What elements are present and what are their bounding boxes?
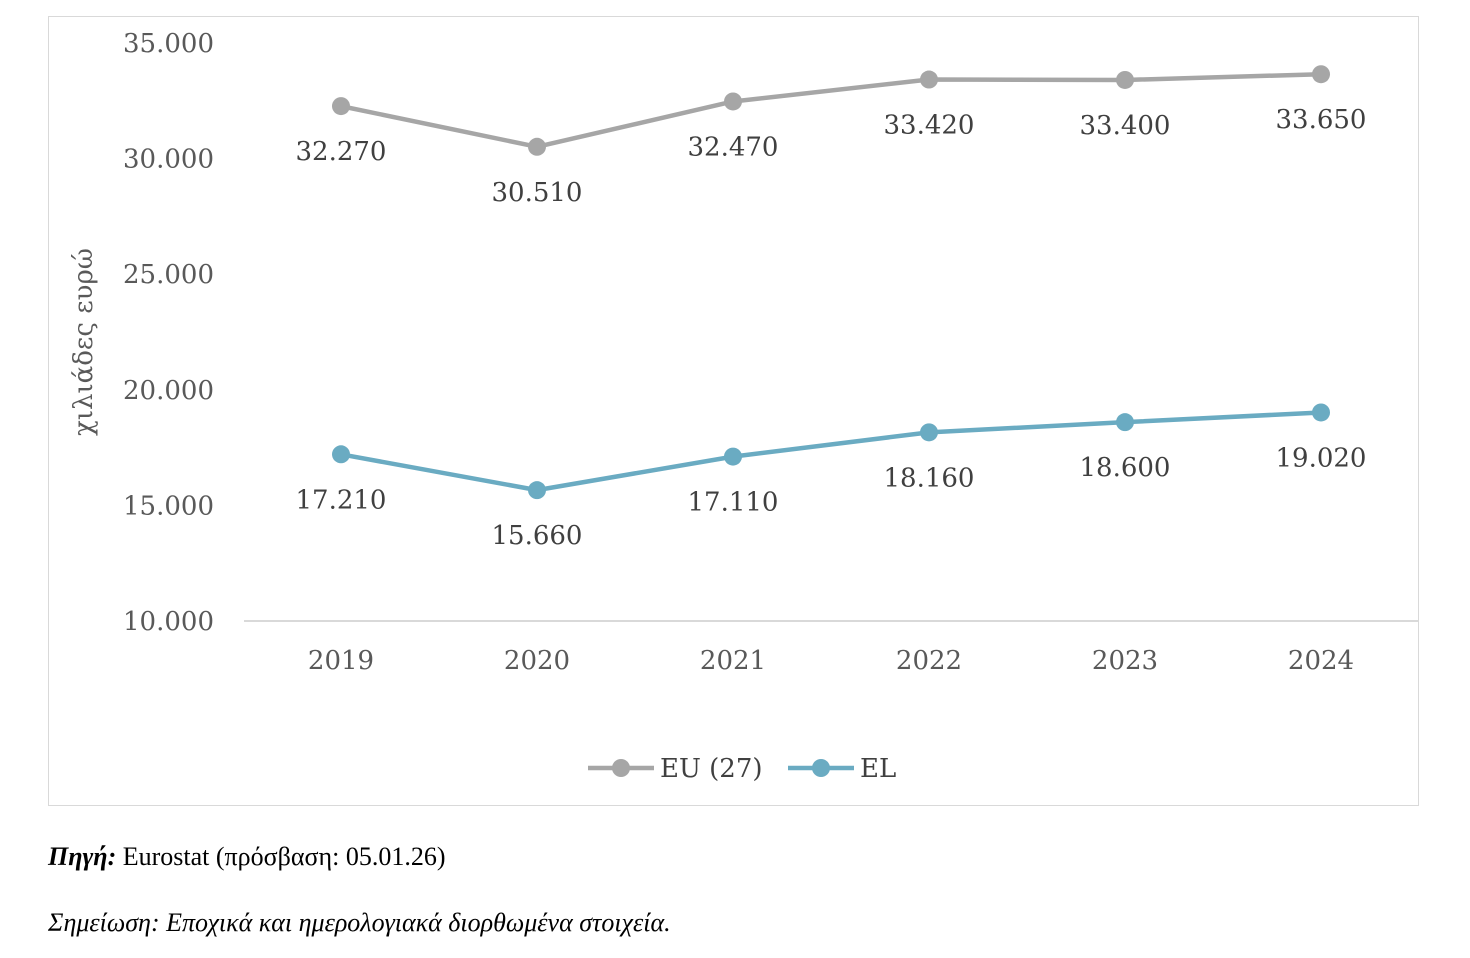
x-tick-label: 2021 bbox=[700, 646, 766, 676]
series-1: 17.210 15.660 17.110 18.160 18.600 19.020 bbox=[296, 403, 1367, 551]
data-point bbox=[1116, 413, 1134, 432]
data-point bbox=[724, 92, 742, 111]
data-point bbox=[1312, 65, 1330, 84]
legend-label: EL bbox=[860, 754, 896, 784]
x-tick-label: 2022 bbox=[896, 646, 962, 676]
x-tick-label: 2019 bbox=[308, 646, 374, 676]
data-label: 17.210 bbox=[296, 485, 387, 515]
data-label: 33.400 bbox=[1080, 111, 1171, 141]
data-label: 17.110 bbox=[688, 488, 779, 518]
data-label: 32.270 bbox=[296, 137, 387, 167]
data-point bbox=[1116, 70, 1134, 89]
data-point bbox=[332, 97, 350, 116]
y-axis-label: χιλιάδες ευρώ bbox=[69, 248, 99, 436]
y-tick-label: 10.000 bbox=[123, 607, 214, 637]
data-label: 15.660 bbox=[492, 521, 583, 551]
data-label: 33.420 bbox=[884, 111, 975, 141]
y-tick-label: 15.000 bbox=[123, 491, 214, 521]
y-tick-label: 35.000 bbox=[123, 29, 214, 59]
chart-frame bbox=[48, 16, 1419, 806]
data-point bbox=[528, 137, 546, 156]
data-label: 19.020 bbox=[1276, 443, 1367, 473]
source-text: Eurostat (πρόσβαση: 05.01.26) bbox=[122, 842, 446, 871]
source-label: Πηγή: bbox=[48, 842, 117, 871]
data-label: 18.600 bbox=[1080, 453, 1171, 483]
data-label: 18.160 bbox=[884, 463, 975, 493]
data-label: 30.510 bbox=[492, 178, 583, 208]
y-tick-label: 20.000 bbox=[123, 376, 214, 406]
y-tick-label: 25.000 bbox=[123, 260, 214, 290]
x-tick-label: 2023 bbox=[1092, 646, 1158, 676]
line-chart: 10.000 15.000 20.000 25.000 30.000 35.000 201… bbox=[69, 29, 1418, 784]
series-0: 32.270 30.510 32.470 33.420 33.400 33.650 bbox=[296, 65, 1367, 208]
series-line bbox=[340, 71, 1322, 150]
x-tick-label: 2024 bbox=[1288, 646, 1354, 676]
legend-marker bbox=[612, 759, 630, 777]
data-point bbox=[920, 70, 938, 89]
series-line bbox=[340, 410, 1322, 493]
data-label: 32.470 bbox=[688, 132, 779, 162]
legend-item-0: EU (27) bbox=[588, 754, 763, 784]
data-point bbox=[724, 447, 742, 466]
legend-marker bbox=[812, 759, 830, 777]
source-line: Πηγή: Eurostat (πρόσβαση: 05.01.26) bbox=[48, 842, 446, 872]
data-point bbox=[528, 481, 546, 500]
legend-label: EU (27) bbox=[660, 754, 763, 784]
data-point bbox=[332, 445, 350, 464]
data-label: 33.650 bbox=[1276, 105, 1367, 135]
data-point bbox=[920, 423, 938, 442]
x-tick-label: 2020 bbox=[504, 646, 570, 676]
legend-item-1: EL bbox=[788, 754, 896, 784]
data-point bbox=[1312, 403, 1330, 422]
y-tick-label: 30.000 bbox=[123, 145, 214, 175]
note-line: Σημείωση: Εποχικά και ημερολογιακά διορθ… bbox=[48, 908, 671, 937]
